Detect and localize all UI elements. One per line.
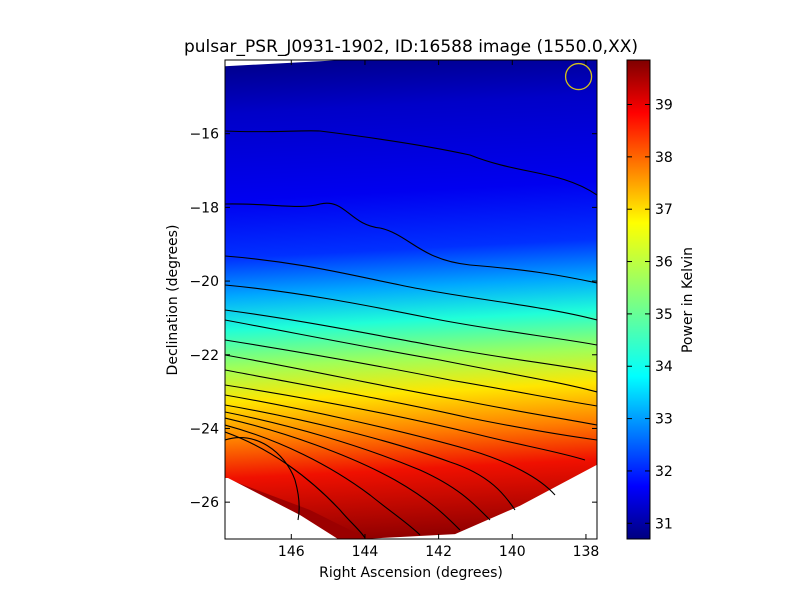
contour-line [225,431,366,539]
contour-line [225,284,597,346]
contour-line [225,309,597,373]
beam-marker-circle [564,62,593,91]
colorbar-ticks: 31 32 33 34 35 36 37 38 39 [627,97,673,532]
contour-line [225,384,586,461]
y-tick-label: −20 [189,274,219,290]
colorbar-tick-label: 34 [655,359,673,375]
x-tick-label: 138 [573,544,600,560]
contour-line [225,437,300,521]
colorbar-tick-label: 36 [655,255,673,271]
colorbar-label: Power in Kelvin [680,247,696,353]
colorbar [626,59,651,540]
y-tick-label: −24 [189,421,219,437]
colorbar-tick-label: 39 [655,97,673,113]
contour-lines [225,130,597,539]
y-tick-label: −18 [189,200,219,216]
colorbar-tick-label: 35 [655,307,673,323]
x-tick-label: 146 [278,544,305,560]
colorbar-tick-label: 31 [655,516,673,532]
contour-line [225,417,461,531]
chart-title: pulsar_PSR_J0931-1902, ID:16588 image (1… [184,37,638,57]
contour-line [225,394,556,496]
contour-line [225,130,597,196]
contour-line [225,424,421,536]
contour-line [225,369,597,441]
x-axis-ticks: 146 144 142 140 138 [278,60,599,560]
contour-line [225,202,597,284]
contour-line [225,339,597,407]
x-tick-label: 140 [499,544,526,560]
colorbar-tick-label: 38 [655,150,673,166]
y-axis-label: Declination (degrees) [165,225,181,376]
y-tick-label: −22 [189,348,219,364]
contour-line [225,354,597,426]
contour-line [225,319,597,393]
contour-line [225,404,516,511]
x-axis-label: Right Ascension (degrees) [319,565,503,581]
y-tick-label: −16 [189,127,219,143]
heatmap-image [225,60,597,539]
contour-line [225,411,491,521]
y-tick-label: −26 [189,495,219,511]
colorbar-tick-label: 33 [655,412,673,428]
y-axis-ticks: −16 −18 −20 −22 −24 −26 [189,127,597,511]
colorbar-tick-label: 32 [655,464,673,480]
colorbar-tick-label: 37 [655,202,673,218]
contour-line [225,255,597,321]
plot-frame [224,59,598,540]
x-tick-label: 142 [425,544,452,560]
x-tick-label: 144 [352,544,379,560]
